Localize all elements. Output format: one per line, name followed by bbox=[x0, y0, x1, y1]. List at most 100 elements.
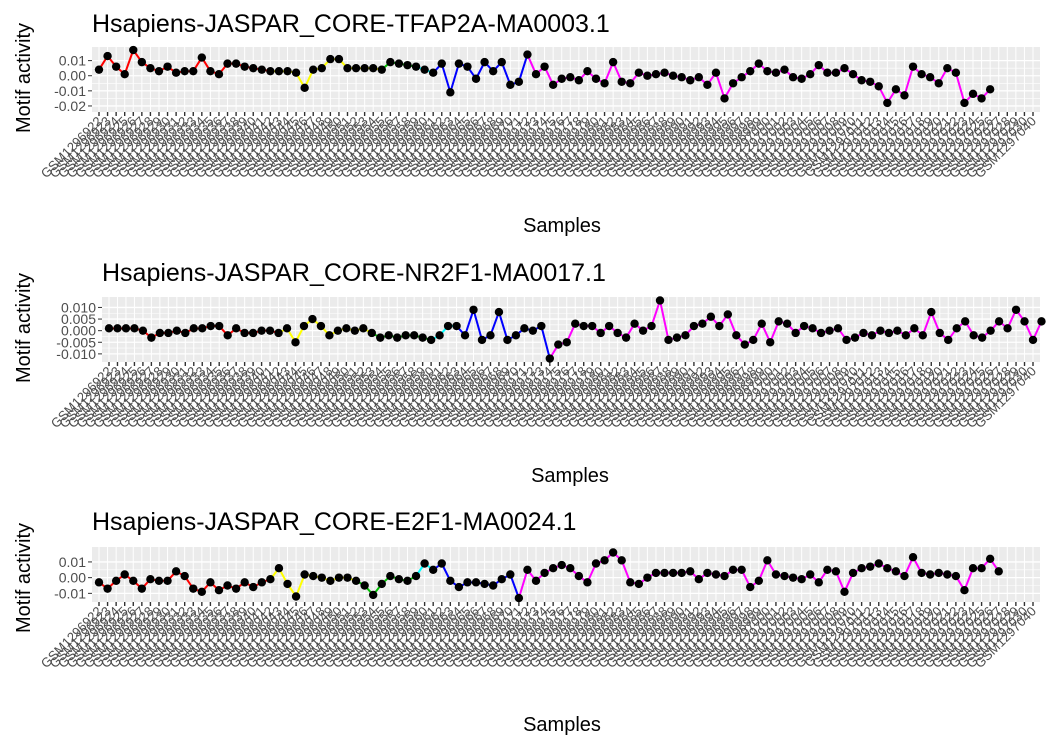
data-point bbox=[925, 73, 935, 82]
data-point bbox=[147, 333, 156, 342]
data-point bbox=[891, 567, 901, 576]
data-point bbox=[910, 324, 919, 333]
data-point bbox=[248, 328, 258, 338]
data-point bbox=[617, 77, 626, 86]
data-point bbox=[1011, 305, 1021, 314]
data-point bbox=[274, 66, 284, 76]
data-point bbox=[181, 328, 190, 338]
data-point bbox=[223, 59, 232, 68]
data-point bbox=[291, 338, 300, 347]
data-point bbox=[994, 567, 1003, 576]
data-point bbox=[816, 328, 826, 338]
data-point bbox=[918, 331, 927, 340]
data-point bbox=[130, 324, 139, 333]
chart-title: Hsapiens-JASPAR_CORE-TFAP2A-MA0003.1 bbox=[92, 10, 610, 38]
data-point bbox=[951, 571, 961, 581]
plot-background bbox=[92, 47, 1040, 112]
data-point bbox=[257, 65, 267, 74]
data-point bbox=[437, 59, 446, 68]
data-point bbox=[647, 321, 656, 331]
data-point bbox=[469, 305, 478, 314]
data-point bbox=[231, 59, 241, 68]
data-point bbox=[409, 331, 419, 340]
data-point bbox=[943, 63, 952, 73]
data-point bbox=[460, 331, 470, 340]
data-point bbox=[788, 573, 798, 582]
data-point bbox=[746, 582, 755, 592]
data-point bbox=[443, 321, 453, 331]
data-point bbox=[703, 80, 712, 89]
data-point bbox=[376, 333, 385, 342]
data-point bbox=[754, 59, 763, 68]
data-point bbox=[488, 66, 498, 76]
data-point bbox=[1037, 317, 1046, 326]
data-point bbox=[840, 587, 849, 596]
chart-title: Hsapiens-JASPAR_CORE-NR2F1-MA0017.1 bbox=[102, 259, 606, 287]
data-point bbox=[848, 70, 858, 79]
data-point bbox=[343, 63, 352, 73]
data-point bbox=[325, 331, 334, 340]
data-point bbox=[523, 50, 532, 59]
data-point bbox=[198, 324, 207, 333]
data-point bbox=[351, 63, 361, 73]
data-point bbox=[591, 74, 601, 83]
data-point bbox=[94, 578, 104, 587]
data-point bbox=[548, 80, 558, 89]
data-point bbox=[342, 324, 351, 333]
data-point bbox=[403, 576, 412, 585]
data-point bbox=[951, 68, 961, 77]
data-point bbox=[891, 85, 901, 94]
data-point bbox=[630, 319, 639, 328]
data-point bbox=[240, 328, 249, 338]
data-point bbox=[377, 65, 386, 74]
data-point bbox=[121, 324, 131, 333]
data-point bbox=[579, 321, 588, 331]
data-point bbox=[557, 74, 566, 83]
data-point bbox=[189, 324, 198, 333]
data-point bbox=[471, 74, 481, 83]
data-point bbox=[782, 319, 792, 328]
data-point bbox=[486, 331, 495, 340]
data-point bbox=[694, 575, 704, 584]
data-point bbox=[737, 565, 746, 574]
data-point bbox=[343, 573, 352, 582]
data-point bbox=[562, 338, 571, 347]
data-point bbox=[876, 326, 885, 335]
y-tick-label: -0.005 bbox=[56, 334, 96, 350]
data-point bbox=[377, 579, 386, 589]
data-point bbox=[214, 586, 224, 595]
data-point bbox=[137, 584, 147, 593]
data-point bbox=[223, 581, 232, 590]
data-point bbox=[146, 63, 155, 73]
data-point bbox=[454, 582, 464, 592]
data-point bbox=[446, 576, 455, 585]
data-point bbox=[283, 579, 292, 589]
data-point bbox=[994, 317, 1004, 326]
data-point bbox=[763, 556, 772, 565]
data-point bbox=[927, 307, 936, 317]
data-point bbox=[917, 70, 926, 79]
y-tick-label: -0.02 bbox=[54, 98, 86, 114]
data-point bbox=[386, 571, 395, 581]
data-point bbox=[689, 321, 699, 331]
data-point bbox=[309, 65, 318, 74]
data-point bbox=[583, 578, 592, 587]
data-point bbox=[418, 333, 427, 342]
data-point bbox=[925, 570, 935, 579]
data-point bbox=[206, 321, 215, 331]
data-point bbox=[711, 68, 721, 77]
data-point bbox=[720, 94, 729, 103]
data-point bbox=[672, 333, 682, 342]
data-point bbox=[574, 571, 584, 581]
y-tick-label: 0.01 bbox=[59, 53, 86, 69]
data-point bbox=[608, 548, 618, 557]
data-point bbox=[728, 79, 738, 88]
data-point bbox=[103, 584, 112, 593]
data-point bbox=[823, 565, 832, 574]
data-point bbox=[137, 57, 147, 67]
data-point bbox=[480, 57, 489, 67]
data-point bbox=[265, 326, 275, 335]
data-point bbox=[291, 592, 301, 601]
data-point bbox=[908, 553, 918, 562]
data-point bbox=[608, 57, 618, 67]
